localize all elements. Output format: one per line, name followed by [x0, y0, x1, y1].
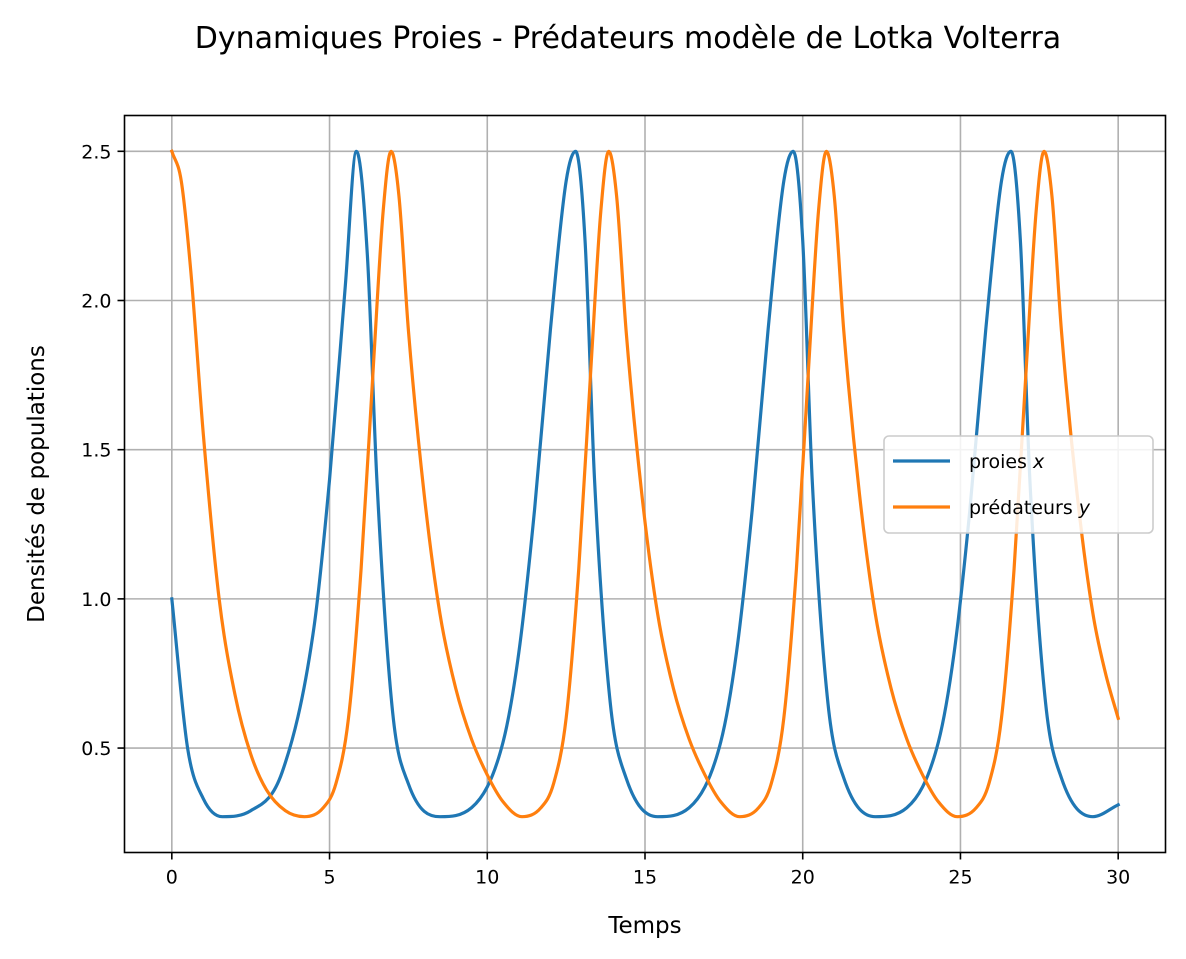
x-axis-label: Temps: [607, 913, 681, 939]
x-tick-label: 0: [166, 867, 178, 889]
legend-label-predateurs: prédateurs y: [969, 497, 1091, 519]
series-lines: [169, 149, 1121, 819]
legend: proies x prédateurs y: [883, 435, 1154, 534]
y-tick-label: 2.5: [81, 141, 111, 163]
legend-label-proies: proies x: [969, 451, 1045, 473]
x-tick-label: 20: [791, 867, 815, 889]
x-tick-label: 5: [323, 867, 335, 889]
legend-box: [883, 435, 1154, 534]
chart-title: Dynamiques Proies - Prédateurs modèle de…: [195, 21, 1061, 56]
y-tick-label: 1.0: [81, 589, 111, 611]
x-tick-label: 15: [633, 867, 657, 889]
series-predateurs-line: [169, 149, 1121, 819]
x-tick-label: 25: [948, 867, 972, 889]
y-tick-label: 0.5: [81, 738, 111, 760]
y-axis-label: Densités de populations: [24, 345, 50, 623]
axis-ticks: 0 5 10 15 20 25 30 0.5 1.0 1.5 2.0 2.5: [81, 141, 1130, 888]
x-tick-label: 30: [1106, 867, 1130, 889]
series-proies-line: [170, 149, 1121, 819]
y-tick-label: 2.0: [81, 290, 111, 312]
x-tick-label: 10: [475, 867, 499, 889]
y-tick-label: 1.5: [81, 440, 111, 462]
